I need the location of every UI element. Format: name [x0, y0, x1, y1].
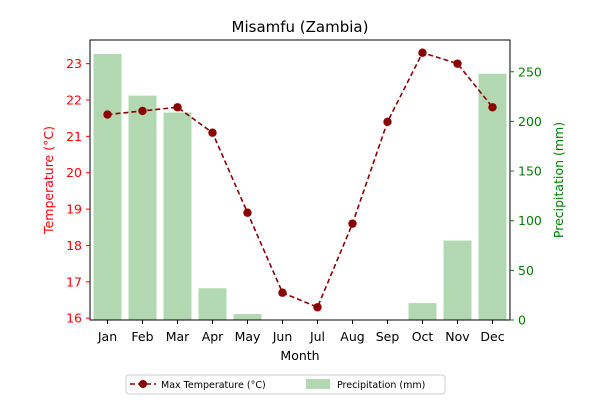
- left-tick-label: 19: [66, 202, 82, 217]
- left-tick-label: 21: [66, 129, 82, 144]
- precipitation-bar-dec: [478, 73, 507, 320]
- legend-box: [125, 374, 446, 395]
- precipitation-bar-mar: [163, 112, 192, 320]
- x-axis-label: Month: [280, 348, 319, 363]
- x-tick-label: Dec: [480, 329, 504, 344]
- x-tick-label: Feb: [131, 329, 153, 344]
- legend-temperature-label: Max Temperature (°C): [161, 380, 266, 391]
- chart-title: Misamfu (Zambia): [232, 18, 369, 36]
- x-tick-label: Jan: [97, 329, 117, 344]
- left-tick-label: 16: [66, 311, 82, 326]
- temperature-point-nov: [453, 59, 462, 68]
- right-tick-label: 0: [518, 313, 526, 328]
- x-tick-label: Oct: [412, 329, 434, 344]
- legend-precipitation-swatch: [306, 379, 330, 389]
- temperature-point-jun: [278, 288, 287, 297]
- precipitation-bars: [93, 53, 507, 321]
- left-temperature-axis: 16 17 18 19 20 21 22 23: [66, 56, 90, 326]
- right-tick-label: 200: [518, 114, 542, 129]
- left-tick-label: 18: [66, 238, 82, 253]
- legend-temperature-marker: [139, 380, 147, 388]
- temperature-point-mar: [173, 103, 182, 112]
- right-tick-label: 250: [518, 64, 542, 79]
- temperature-point-jul: [313, 303, 322, 312]
- temperature-point-aug: [348, 219, 357, 228]
- temperature-point-may: [243, 208, 252, 217]
- left-tick-label: 17: [66, 274, 82, 289]
- x-tick-label: Jul: [309, 329, 325, 344]
- right-tick-label: 150: [518, 164, 542, 179]
- left-tick-label: 22: [66, 93, 82, 108]
- temperature-point-feb: [138, 106, 147, 116]
- temperature-line: [107, 51, 494, 309]
- temperature-point-jan: [103, 110, 112, 119]
- left-axis-label: Temperature (°C): [41, 126, 56, 235]
- precipitation-bar-apr: [198, 288, 227, 320]
- x-tick-label: Sep: [376, 329, 400, 344]
- left-tick-label: 23: [66, 56, 82, 71]
- legend-precipitation-label: Precipitation (mm): [337, 380, 425, 391]
- precipitation-bar-oct: [408, 303, 437, 320]
- precipitation-bar-may: [233, 314, 262, 320]
- precipitation-bar-nov: [443, 240, 472, 320]
- right-tick-label: 100: [518, 213, 542, 228]
- x-tick-label: May: [235, 329, 261, 344]
- precipitation-bar-jan: [93, 53, 122, 321]
- x-axis: Jan Feb Mar Apr May Jun Jul Aug Sep Oct Nov Dec: [97, 320, 505, 344]
- plot-frame: [89, 39, 511, 321]
- precipitation-bar-feb: [128, 95, 157, 320]
- right-precipitation-axis: 0 50 100 150 200 250: [510, 64, 542, 328]
- x-tick-label: Aug: [340, 329, 364, 344]
- left-tick-label: 20: [66, 165, 82, 180]
- temperature-point-oct: [418, 48, 427, 57]
- temperature-line-layer: [103, 48, 497, 312]
- right-axis-label: Precipitation (mm): [551, 122, 566, 238]
- x-tick-label: Mar: [166, 329, 190, 344]
- temperature-point-dec: [488, 103, 497, 112]
- legend: Max Temperature (°C) Precipitation (mm): [125, 374, 446, 395]
- temperature-point-apr: [208, 128, 217, 137]
- x-tick-label: Jun: [272, 329, 293, 344]
- temperature-point-sep: [383, 117, 392, 127]
- x-tick-label: Apr: [202, 329, 224, 344]
- x-tick-label: Nov: [445, 329, 470, 344]
- right-tick-label: 50: [518, 263, 534, 278]
